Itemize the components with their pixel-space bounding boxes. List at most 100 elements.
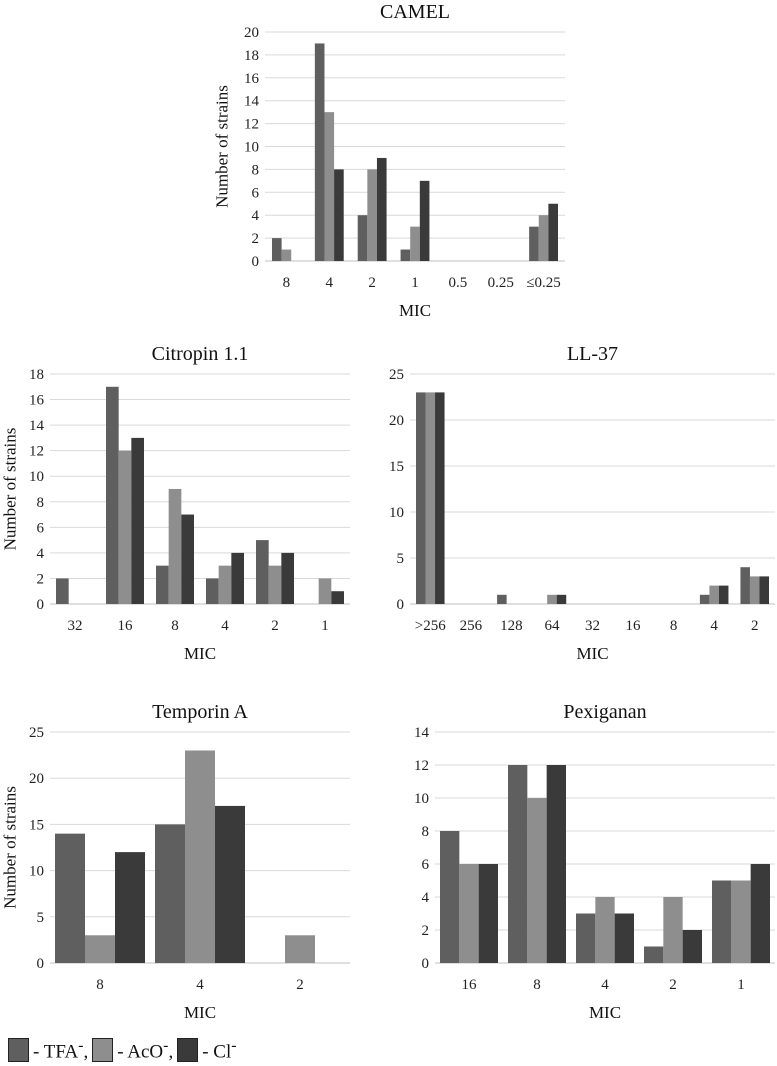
pexiganan-bar-aco <box>459 864 479 963</box>
citropin-ytick-label: 4 <box>37 546 45 562</box>
citropin-xtick-label: 8 <box>171 618 179 634</box>
camel-ytick-label: 10 <box>244 140 259 156</box>
pexiganan-ytick-label: 10 <box>414 791 429 807</box>
temporin-xtick-label: 8 <box>96 977 104 993</box>
camel-bar-cl <box>334 169 344 261</box>
citropin-bar-cl <box>181 514 194 604</box>
camel-plot: 0 2 4 6 8 10 12 14 16 18 20 8 4 2 1 0.5 0.25 ≤0.25 CAMEL MI… <box>213 1 565 320</box>
camel-bar-aco <box>281 249 292 261</box>
pexiganan-ytick-label: 6 <box>422 857 430 873</box>
camel-ytick-label: 14 <box>244 94 260 110</box>
citropin-ytick-label: 10 <box>29 469 44 485</box>
camel-ytick-label: 6 <box>252 185 260 201</box>
citropin-ytick-label: 2 <box>37 571 45 587</box>
citropin-xaxis-label: MIC <box>184 644 216 663</box>
temporin-bar-tfa <box>55 833 85 963</box>
temporin-ytick-label: 0 <box>37 956 45 972</box>
pexiganan-plot: 0 2 4 6 8 10 12 14 16 8 4 2 1 Pexiganan MIC <box>414 701 775 1022</box>
pexiganan-bar-cl <box>478 864 498 963</box>
ll37-bar-aco <box>749 576 760 604</box>
camel-bar-cl <box>376 157 387 261</box>
citropin-ytick-label: 6 <box>37 520 45 536</box>
camel-bar-cl <box>548 203 558 261</box>
citropin-bar-tfa <box>56 578 69 604</box>
ll37-xtick-label: 8 <box>670 618 678 634</box>
citropin-xtick-label: 32 <box>68 618 83 634</box>
pexiganan-bar-tfa <box>508 765 528 963</box>
citropin-bar-aco <box>318 578 332 604</box>
citropin-bar-cl <box>331 591 344 604</box>
citropin-xtick-label: 4 <box>221 618 229 634</box>
ll37-xtick-label: 4 <box>710 618 718 634</box>
ll37-ytick-label: 10 <box>389 505 404 521</box>
camel-bar-aco <box>367 169 377 261</box>
ll37-bar-tfa <box>497 594 507 604</box>
pexiganan-ytick-label: 0 <box>422 956 430 972</box>
camel-bar-tfa <box>357 215 368 261</box>
ll37-xtick-label: 32 <box>585 618 600 634</box>
citropin-bar-aco <box>168 489 182 604</box>
camel-xtick-label: 0.25 <box>488 275 514 291</box>
temporin-plot: 0 5 10 15 20 25 8 4 2 Temporin A MIC Number of stra… <box>1 701 350 1022</box>
legend-swatch-cl <box>177 1038 199 1062</box>
citropin-ytick-label: 12 <box>29 444 44 460</box>
citropin-xtick-label: 2 <box>271 618 279 634</box>
camel-bar-aco <box>324 112 335 262</box>
ll37-ytick-label: 25 <box>389 367 404 383</box>
legend-label-aco: - AcO-, <box>117 1036 174 1063</box>
camel-ytick-label: 2 <box>252 231 260 247</box>
camel-ytick-label: 12 <box>244 117 259 133</box>
citropin-yaxis-label: Number of strains <box>1 428 20 551</box>
ll37-xtick-label: 16 <box>626 618 642 634</box>
citropin-bar-cl <box>131 437 144 604</box>
temporin-xaxis-label: MIC <box>184 1003 216 1022</box>
temporin-bar-aco <box>185 750 215 963</box>
pexiganan-xtick-label: 1 <box>737 977 745 993</box>
temporin-bar-aco <box>285 935 315 963</box>
pexiganan-bar-aco <box>527 798 547 963</box>
citropin-ytick-label: 18 <box>29 367 44 383</box>
camel-ytick-label: 0 <box>252 254 260 270</box>
ll37-xtick-label: 2 <box>751 618 759 634</box>
ll37-bar-aco <box>709 585 719 604</box>
pexiganan-bar-cl <box>682 930 702 963</box>
camel-ytick-label: 18 <box>244 48 259 64</box>
citropin-bar-cl <box>281 552 294 604</box>
citropin-title: Citropin 1.1 <box>152 343 249 365</box>
ll37-bar-tfa <box>416 392 426 604</box>
camel-xtick-label: ≤0.25 <box>526 275 560 291</box>
ll37-ytick-label: 5 <box>397 551 405 567</box>
citropin-bar-cl <box>231 552 244 604</box>
citropin-bar-tfa <box>206 578 219 604</box>
ll37-bar-cl <box>718 585 729 604</box>
citropin-bar-tfa <box>106 386 119 604</box>
temporin-ytick-label: 10 <box>29 864 44 880</box>
pexiganan-ytick-label: 4 <box>422 890 430 906</box>
ll37-bar-aco <box>425 392 436 604</box>
pexiganan-xtick-label: 4 <box>601 977 609 993</box>
citropin-plot: 0 2 4 6 8 10 12 14 16 18 32 16 8 4 2 1 Citropin 1.1 MIC Nu… <box>1 343 350 663</box>
pexiganan-bar-cl <box>614 913 634 963</box>
pexiganan-bar-tfa <box>644 946 664 963</box>
pexiganan-bar-aco <box>595 897 615 963</box>
camel-xtick-label: 8 <box>283 275 291 291</box>
ll37-bar-tfa <box>740 567 750 604</box>
pexiganan-bar-tfa <box>440 831 460 963</box>
temporin-ytick-label: 25 <box>29 725 44 741</box>
ll37-bar-cl <box>556 594 567 604</box>
citropin-ytick-label: 0 <box>37 597 45 613</box>
ll37-xaxis-label: MIC <box>576 644 608 663</box>
citropin-ytick-label: 14 <box>29 418 45 434</box>
camel-xtick-label: 2 <box>368 275 376 291</box>
ll37-xtick-label: 256 <box>460 618 483 634</box>
pexiganan-bar-tfa <box>712 880 732 963</box>
camel-ytick-label: 16 <box>244 71 260 87</box>
camel-bar-tfa <box>400 249 411 261</box>
camel-xaxis-label: MIC <box>399 301 431 320</box>
legend-swatch-tfa <box>8 1038 29 1062</box>
temporin-xtick-label: 4 <box>196 977 204 993</box>
temporin-ytick-label: 20 <box>29 771 44 787</box>
pexiganan-title: Pexiganan <box>563 701 646 723</box>
camel-xtick-label: 1 <box>411 275 419 291</box>
